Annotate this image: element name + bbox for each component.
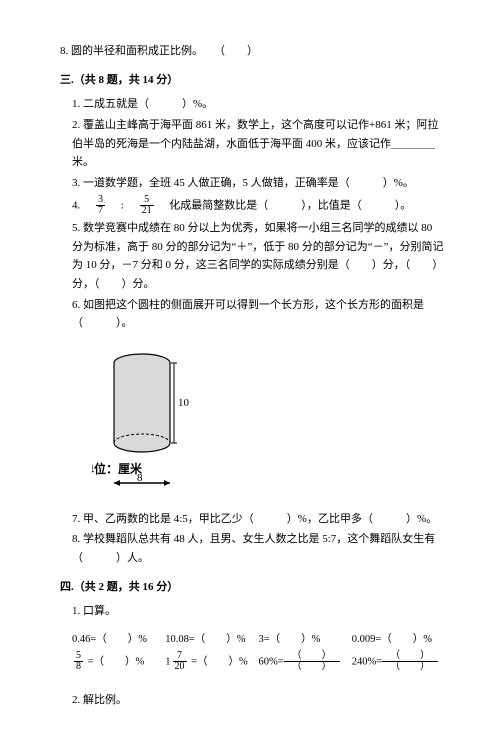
s3-q8: 8. 学校舞蹈队总共有 48 人，且男、女生人数之比是 5:7，这个舞蹈队女生有… bbox=[72, 530, 445, 567]
fraction-3-7: 3 7 bbox=[96, 195, 105, 217]
calc-1c: 3=（ ）% bbox=[259, 631, 352, 649]
calc-2a: 58 =（ ）% bbox=[72, 651, 165, 673]
section-4-heading: 四.（共 2 题，共 16 分） bbox=[60, 578, 445, 597]
cylinder-figure: 10 8 单位：厘米 bbox=[92, 343, 212, 500]
s3-q6: 6. 如图把这个圆柱的侧面展开可以得到一个长方形，这个长方形的面积是（ ）。 bbox=[72, 296, 445, 333]
fraction-5-21: 5 21 bbox=[140, 195, 154, 217]
calc-1b: 10.08=（ ）% bbox=[165, 631, 258, 649]
calc-1d: 0.009=（ ）% bbox=[352, 631, 445, 649]
fig-unit-label: 单位：厘米 bbox=[92, 461, 143, 476]
calc-1a: 0.46=（ ）% bbox=[72, 631, 165, 649]
calc-2d: 240%=（ ）（ ） bbox=[352, 651, 445, 673]
s3-q4-colon: : bbox=[110, 199, 135, 211]
section-3-heading: 三.（共 8 题，共 14 分） bbox=[60, 71, 445, 90]
s4-q1: 1. 口算。 bbox=[72, 602, 445, 621]
s3-q4-suffix: 化成最简整数比是（ ），比值是（ ）。 bbox=[158, 199, 411, 211]
s3-q7: 7. 甲、乙两数的比是 4:5，甲比乙少（ ）%，乙比甲多（ ）%。 bbox=[72, 510, 445, 529]
s3-q2: 2. 覆盖山主峰高于海平面 861 米，数学上，这个高度可以记作+861 米；阿… bbox=[72, 116, 445, 172]
fig-height-label: 10 bbox=[178, 397, 190, 409]
calc-row-1: 0.46=（ ）% 10.08=（ ）% 3=（ ）% 0.009=（ ）% bbox=[72, 631, 445, 649]
calc-row-2: 58 =（ ）% 1720 =（ ）% 60%=（ ）（ ） 240%=（ ）（… bbox=[72, 651, 445, 673]
item-ii-8: 8. 圆的半径和面积成正比例。 （ ） bbox=[60, 42, 445, 61]
s3-q3: 3. 一道数学题，全班 45 人做正确，5 人做错，正确率是（ ）%。 bbox=[72, 174, 445, 193]
calc-2c: 60%=（ ）（ ） bbox=[259, 651, 352, 673]
s3-q4: 4. 3 7 : 5 21 化成最简整数比是（ ），比值是（ ）。 bbox=[72, 195, 445, 217]
s3-q1: 1. 二成五就是（ ）%。 bbox=[72, 95, 445, 114]
s3-q4-prefix: 4. bbox=[72, 199, 91, 211]
calc-2b: 1720 =（ ）% bbox=[165, 651, 258, 673]
s3-q5: 5. 数学竞赛中成绩在 80 分以上为优秀，如果将一小组三名同学的成绩以 80 … bbox=[72, 219, 445, 294]
